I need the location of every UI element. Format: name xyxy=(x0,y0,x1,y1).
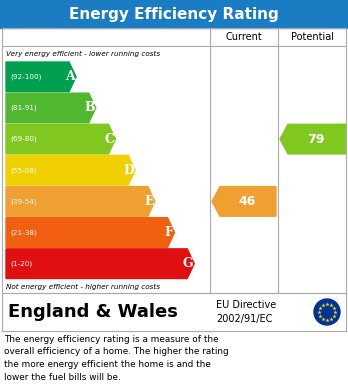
Text: 79: 79 xyxy=(307,133,325,145)
Text: B: B xyxy=(84,101,95,115)
Text: (1-20): (1-20) xyxy=(10,260,32,267)
Text: G: G xyxy=(183,257,193,270)
Text: (81-91): (81-91) xyxy=(10,105,37,111)
Text: Current: Current xyxy=(226,32,262,42)
Text: Potential: Potential xyxy=(292,32,334,42)
Polygon shape xyxy=(6,124,116,154)
Polygon shape xyxy=(212,187,276,216)
Text: Very energy efficient - lower running costs: Very energy efficient - lower running co… xyxy=(6,51,160,57)
Text: 46: 46 xyxy=(238,195,256,208)
Text: (92-100): (92-100) xyxy=(10,74,41,80)
Polygon shape xyxy=(6,62,76,91)
Circle shape xyxy=(314,299,340,325)
Text: Energy Efficiency Rating: Energy Efficiency Rating xyxy=(69,7,279,22)
Text: EU Directive
2002/91/EC: EU Directive 2002/91/EC xyxy=(216,300,276,324)
Polygon shape xyxy=(6,249,194,278)
Polygon shape xyxy=(6,218,175,248)
Text: (69-80): (69-80) xyxy=(10,136,37,142)
Polygon shape xyxy=(6,156,135,185)
Polygon shape xyxy=(6,93,96,123)
Polygon shape xyxy=(280,124,346,154)
Text: Not energy efficient - higher running costs: Not energy efficient - higher running co… xyxy=(6,284,160,290)
Text: The energy efficiency rating is a measure of the
overall efficiency of a home. T: The energy efficiency rating is a measur… xyxy=(4,335,229,382)
Text: D: D xyxy=(123,164,134,177)
Text: F: F xyxy=(165,226,174,239)
Bar xyxy=(2,28,346,293)
Text: E: E xyxy=(144,195,154,208)
Polygon shape xyxy=(6,187,155,216)
Text: (55-68): (55-68) xyxy=(10,167,37,174)
Bar xyxy=(0,0,348,28)
Text: C: C xyxy=(104,133,114,145)
Text: (21-38): (21-38) xyxy=(10,229,37,236)
Text: England & Wales: England & Wales xyxy=(8,303,178,321)
Text: (39-54): (39-54) xyxy=(10,198,37,204)
Text: A: A xyxy=(65,70,75,83)
